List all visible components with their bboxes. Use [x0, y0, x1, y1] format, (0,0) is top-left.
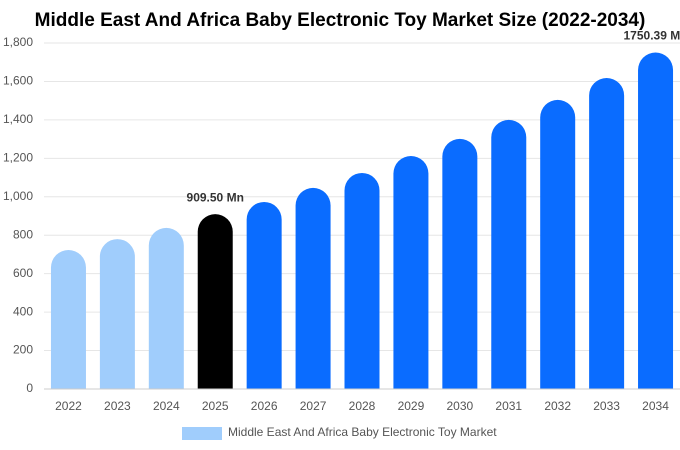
- bar: [344, 172, 380, 389]
- y-tick-label: 400: [13, 304, 33, 318]
- x-tick-label: 2033: [593, 399, 620, 413]
- bar: [540, 99, 576, 390]
- bar: [50, 250, 86, 389]
- y-tick-label: 0: [26, 381, 33, 395]
- bar: [491, 119, 527, 389]
- y-tick-label: 200: [13, 343, 33, 357]
- bar: [99, 239, 135, 389]
- bar: [442, 138, 478, 389]
- x-tick-label: 2025: [202, 399, 229, 413]
- legend-swatch: [182, 427, 222, 440]
- bar: [197, 214, 233, 389]
- x-tick-label: 2022: [55, 399, 82, 413]
- bar: [295, 187, 331, 389]
- x-tick-label: 2030: [446, 399, 473, 413]
- bar: [246, 201, 282, 389]
- x-tick-label: 2032: [544, 399, 571, 413]
- y-tick-label: 1,600: [3, 74, 33, 88]
- data-label: 909.50 Mn: [187, 190, 244, 204]
- bar: [148, 227, 184, 389]
- y-tick-label: 1,200: [3, 151, 33, 165]
- x-tick-label: 2026: [251, 399, 278, 413]
- data-label: 1750.39 Mn: [624, 29, 680, 43]
- x-tick-label: 2023: [104, 399, 131, 413]
- chart-title: Middle East And Africa Baby Electronic T…: [35, 10, 646, 31]
- y-tick-label: 1,400: [3, 112, 33, 126]
- y-tick-label: 1,000: [3, 189, 33, 203]
- x-tick-label: 2034: [642, 399, 669, 413]
- y-tick-label: 1,800: [3, 35, 33, 49]
- x-tick-label: 2031: [495, 399, 522, 413]
- y-tick-label: 600: [13, 266, 33, 280]
- x-tick-label: 2028: [349, 399, 376, 413]
- bar: [589, 77, 625, 390]
- bar: [638, 52, 674, 390]
- x-tick-label: 2027: [300, 399, 327, 413]
- bar: [393, 156, 429, 389]
- y-tick-label: 800: [13, 227, 33, 241]
- x-tick-label: 2029: [398, 399, 425, 413]
- legend-label: Middle East And Africa Baby Electronic T…: [228, 425, 497, 439]
- x-tick-label: 2024: [153, 399, 180, 413]
